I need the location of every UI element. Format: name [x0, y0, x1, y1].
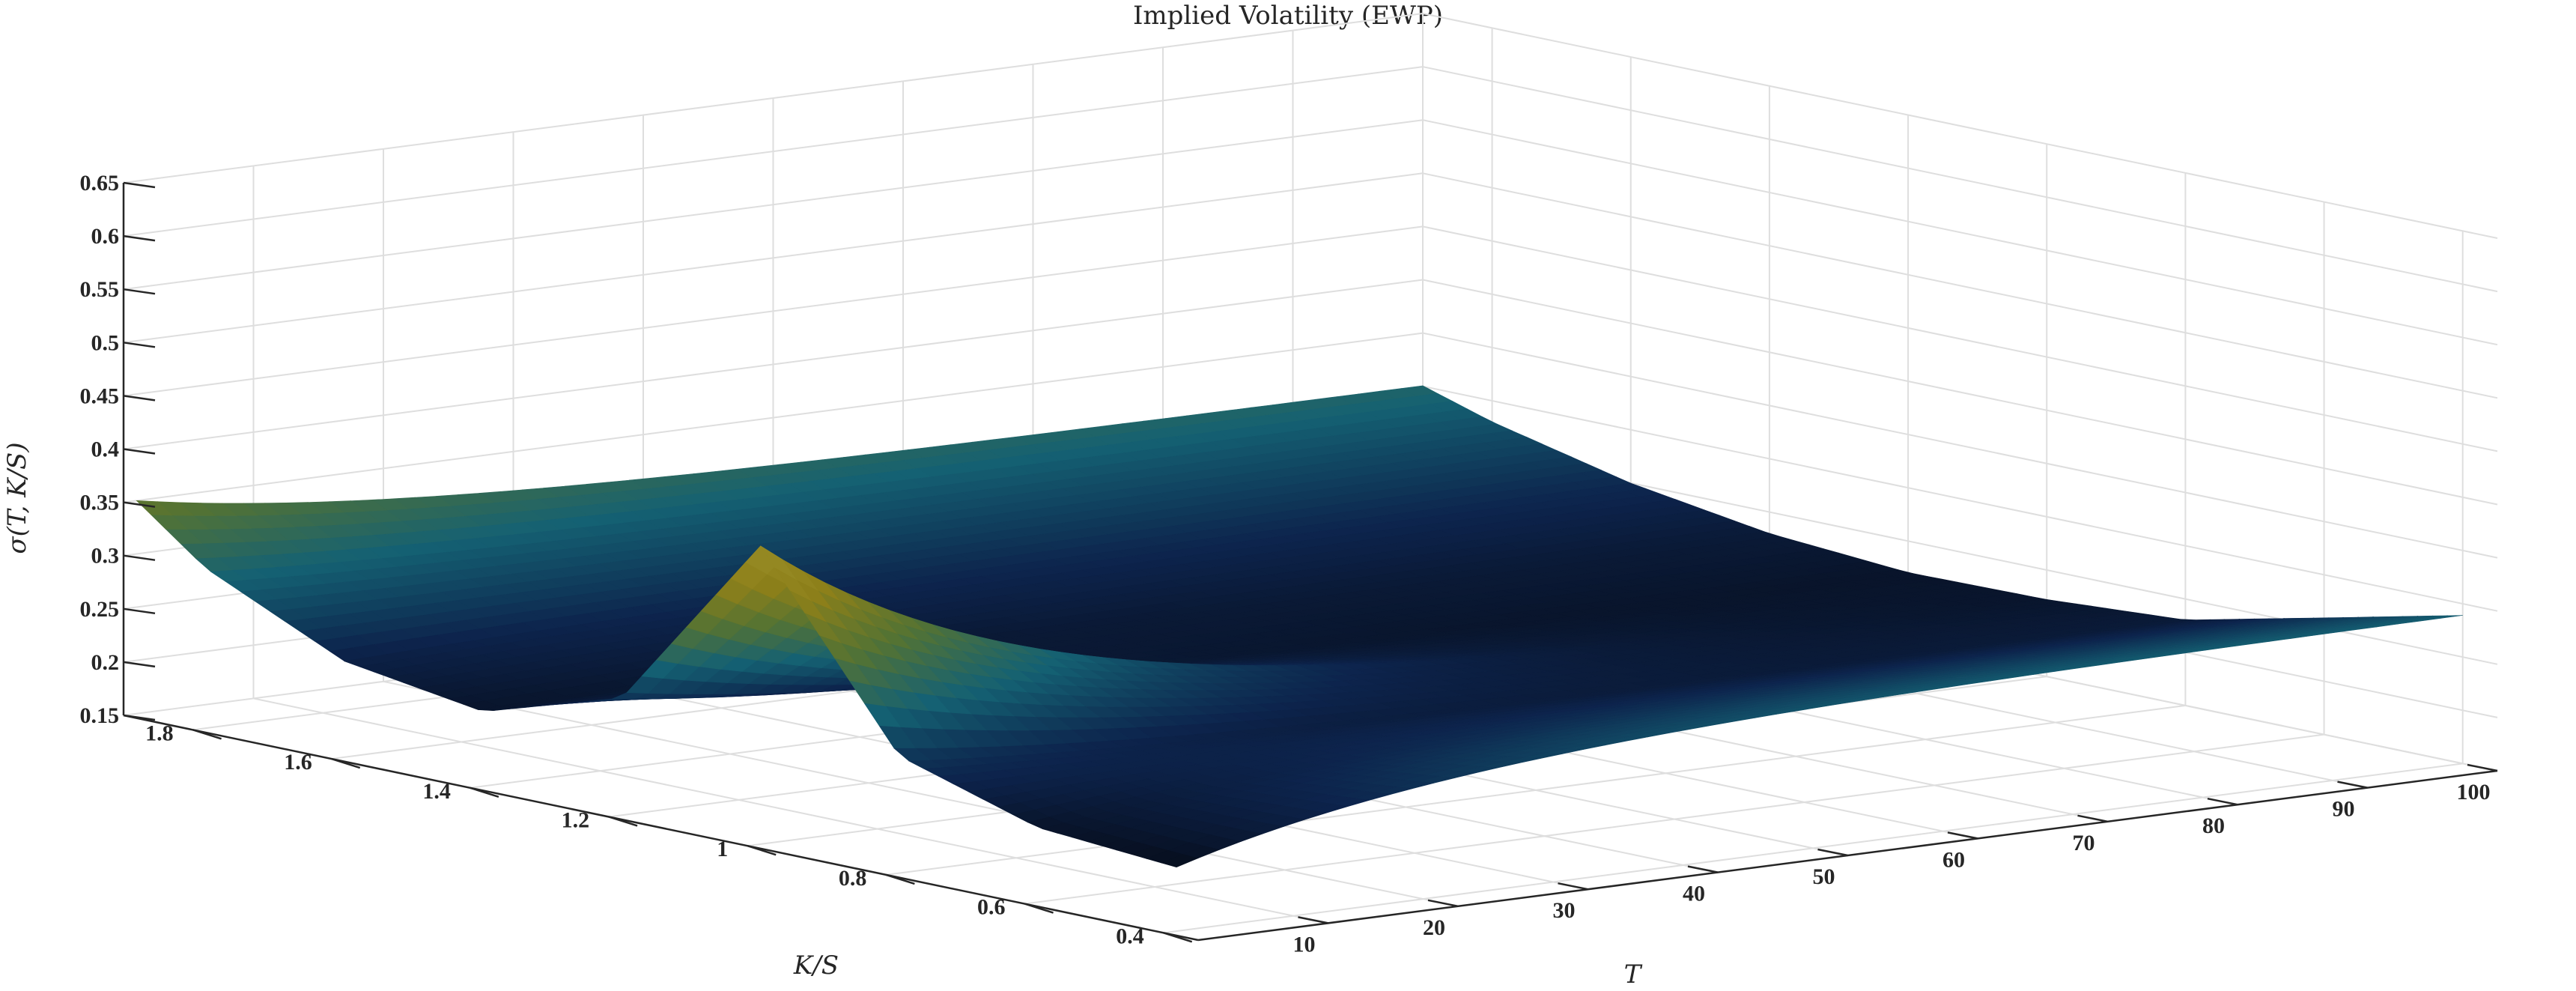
z-tick-label: 0.55	[80, 277, 120, 302]
y-tick-mark	[2207, 797, 2238, 806]
back-wall-grid-line	[1422, 119, 2498, 346]
chart-title: Implied Volatility (EWP)	[1133, 1, 1443, 31]
side-wall-grid-line	[123, 13, 1424, 184]
y-tick-mark	[1298, 916, 1328, 924]
z-tick-label: 0.2	[91, 650, 120, 675]
back-wall-grid-line	[1422, 279, 2498, 506]
y-tick-mark	[1817, 848, 1848, 857]
y-tick-label: 90	[2333, 797, 2355, 822]
floor-grid-line	[253, 697, 1328, 924]
x-tick-label: 0.4	[1116, 924, 1144, 948]
side-wall-grid-line	[123, 279, 1424, 450]
x-axis-label: K/S	[793, 951, 839, 981]
z-tick-label: 0.25	[80, 597, 120, 622]
y-tick-label: 20	[1423, 915, 1445, 940]
z-tick-label: 0.3	[91, 544, 120, 569]
x-tick-label: 0.8	[839, 866, 867, 891]
x-tick-label: 1.8	[145, 721, 174, 745]
z-tick-label: 0.45	[80, 384, 120, 408]
z-tick-mark	[123, 554, 156, 561]
z-tick-mark	[123, 342, 156, 348]
y-tick-mark	[1427, 899, 1459, 908]
floor-grid-line	[383, 680, 1459, 907]
side-wall-grid-line	[123, 225, 1424, 397]
y-tick-label: 40	[1683, 882, 1705, 906]
y-tick-mark	[1558, 882, 1588, 891]
z-tick-label: 0.15	[80, 703, 120, 728]
y-tick-label: 30	[1553, 898, 1576, 923]
z-tick-label: 0.35	[80, 491, 120, 515]
x-tick-label: 1.2	[562, 807, 590, 832]
y-tick-mark	[2467, 763, 2498, 772]
z-tick-label: 0.5	[91, 330, 120, 355]
z-tick-mark	[123, 288, 156, 295]
volatility-surface	[136, 385, 2463, 868]
back-wall-grid-line	[1422, 332, 2498, 559]
x-tick-label: 1	[717, 837, 728, 861]
side-wall-grid-line	[123, 119, 1424, 291]
z-tick-mark	[123, 607, 156, 615]
z-tick-label: 0.65	[80, 171, 120, 196]
z-tick-mark	[123, 448, 156, 455]
y-tick-label: 100	[2457, 780, 2491, 804]
y-tick-label: 10	[1293, 932, 1316, 957]
side-wall-grid-line	[123, 172, 1424, 344]
z-tick-mark	[123, 181, 156, 189]
y-tick-label: 80	[2202, 813, 2225, 838]
z-axis-label: σ(T, K/S)	[2, 442, 32, 554]
back-wall-grid-line	[1422, 385, 2498, 612]
back-wall-grid-line	[1422, 66, 2498, 293]
y-tick-mark	[1687, 865, 1719, 873]
x-tick-label: 1.4	[422, 779, 451, 804]
z-tick-mark	[123, 234, 156, 242]
y-tick-label: 50	[1813, 864, 1835, 889]
side-wall-grid-line	[123, 66, 1424, 237]
z-tick-label: 0.6	[91, 224, 120, 249]
back-wall-grid-line	[1422, 225, 2498, 452]
x-tick-label: 1.6	[284, 750, 312, 775]
y-axis-label: T	[1624, 960, 1643, 990]
y-tick-label: 60	[1942, 847, 1965, 872]
back-wall-grid-line	[1422, 13, 2498, 239]
y-tick-mark	[2077, 814, 2108, 823]
side-wall-grid-line	[123, 332, 1424, 503]
z-tick-mark	[123, 661, 156, 668]
z-tick-label: 0.4	[91, 437, 120, 462]
y-tick-mark	[2337, 781, 2368, 789]
y-tick-label: 70	[2073, 831, 2095, 855]
z-tick-mark	[123, 395, 156, 401]
x-tick-label: 0.6	[977, 895, 1006, 920]
y-tick-mark	[1947, 831, 1978, 840]
back-wall-grid-line	[1422, 172, 2498, 399]
